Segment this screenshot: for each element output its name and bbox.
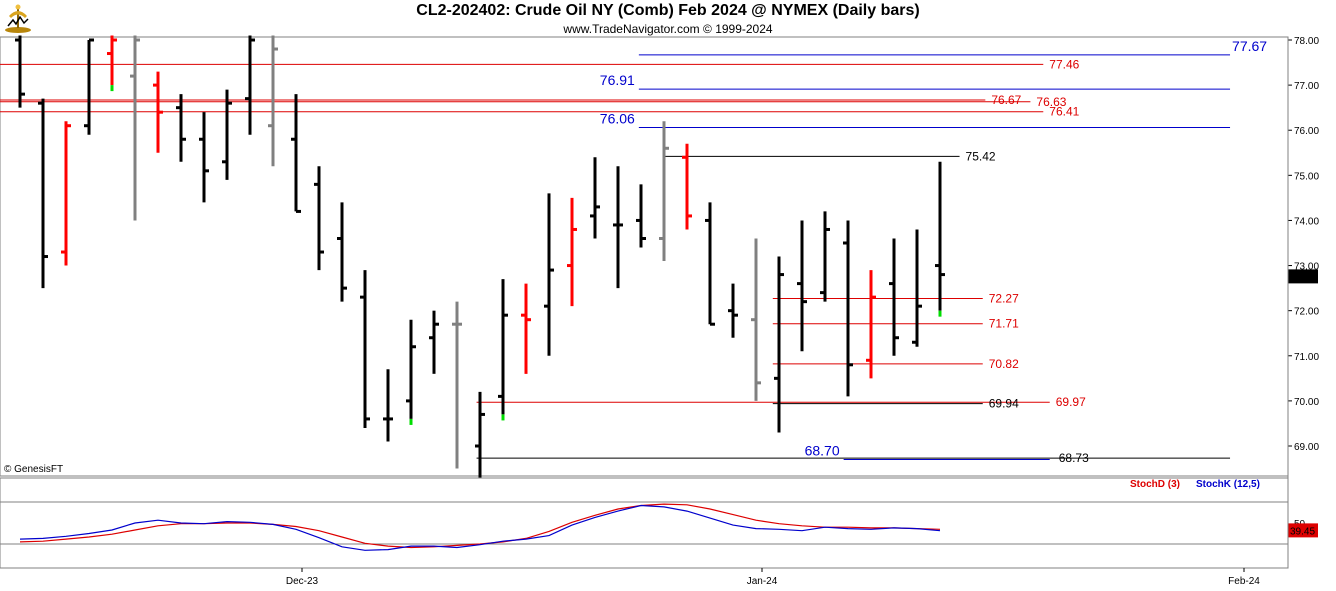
stochastic-panel: 50StochD (3)StochK (12,5)39.45 — [0, 477, 1318, 569]
ohlc-bar — [544, 193, 554, 356]
ohlc-bar — [751, 238, 761, 401]
level-label-76-41: 76.41 — [1049, 105, 1079, 119]
chart-header: CL2-202402: Crude Oil NY (Comb) Feb 2024… — [0, 0, 1336, 37]
ohlc-bar — [912, 229, 922, 347]
stoch-series-line — [19, 504, 941, 551]
level-label-75-42: 75.42 — [966, 149, 996, 163]
ohlc-bar — [866, 270, 876, 379]
ohlc-bar — [268, 35, 278, 167]
price-panel-frame — [0, 36, 1289, 477]
x-axis: Dec-23 Jan-24 Feb-24 — [286, 568, 1260, 587]
level-label-77-46: 77.46 — [1049, 57, 1079, 71]
level-label-77-67: 77.67 — [1232, 38, 1267, 54]
level-label-76-06: 76.06 — [600, 111, 635, 127]
level-label-71-71: 71.71 — [989, 317, 1019, 331]
ohlc-bar — [199, 112, 209, 203]
ohlc-bar — [406, 319, 416, 419]
ohlc-bar — [567, 197, 577, 307]
ohlc-bar — [820, 211, 830, 302]
last-price-badge — [1288, 269, 1318, 284]
y-tick-label: 70.00 — [1294, 397, 1319, 408]
ohlc-bar — [797, 220, 807, 352]
ohlc-bar — [705, 202, 715, 326]
ohlc-bar — [15, 35, 25, 108]
y-tick-label: 73.00 — [1294, 262, 1319, 273]
price-panel: 69.00 70.00 71.00 72.00 73.00 74.00 75.00 76.00… — [0, 35, 1319, 478]
ohlc-bar — [452, 301, 462, 469]
y-tick-label: 76.00 — [1294, 126, 1319, 137]
copyright-label: © GenesisFT — [4, 464, 63, 475]
ohlc-bar — [498, 279, 508, 415]
trade-navigator-logo-icon — [5, 4, 31, 33]
ohlc-bar — [245, 35, 255, 135]
last-price-label: 72.76 — [1290, 272, 1315, 283]
ohlc-bar — [153, 71, 163, 153]
y-tick-label: 78.00 — [1294, 36, 1319, 47]
ohlc-bar — [774, 256, 784, 433]
level-label-70-82: 70.82 — [989, 357, 1019, 371]
ohlc-bar — [176, 94, 186, 162]
ohlc-bar — [130, 35, 140, 221]
stoch-legend-label: StochK (12,5) — [1196, 479, 1260, 490]
chart-title: CL2-202402: Crude Oil NY (Comb) Feb 2024… — [416, 2, 920, 19]
ohlc-bar — [107, 35, 117, 86]
ohlc-bar — [222, 89, 232, 180]
ohlc-bar — [38, 98, 48, 289]
y-tick-label: 74.00 — [1294, 216, 1319, 227]
level-label-69-94: 69.94 — [989, 397, 1019, 411]
chart-subtitle: www.TradeNavigator.com © 1999-2024 — [563, 22, 773, 36]
stoch-last-badge — [1288, 523, 1318, 538]
x-tick-label: Feb-24 — [1228, 576, 1260, 587]
level-label-76-63: 76.63 — [1036, 95, 1066, 109]
ohlc-bar — [590, 157, 600, 239]
y-tick-label: 69.00 — [1294, 442, 1319, 453]
ohlc-bar — [429, 310, 439, 374]
level-label-68-73: 68.73 — [1059, 451, 1089, 465]
level-label-69-97: 69.97 — [1056, 395, 1086, 409]
ohlc-bar — [728, 283, 738, 338]
stoch-last-label: 39.45 — [1290, 526, 1315, 537]
y-tick-label: 75.00 — [1294, 171, 1319, 182]
level-label-68-70: 68.70 — [805, 443, 840, 459]
level-label-72-27: 72.27 — [989, 291, 1019, 305]
ohlc-bar — [682, 143, 692, 230]
ohlc-bar — [61, 121, 71, 266]
level-label-76-67: 76.67 — [991, 93, 1021, 107]
ohlc-bar — [613, 166, 623, 289]
ohlc-bar — [659, 121, 669, 262]
x-tick-label: Jan-24 — [747, 576, 778, 587]
ohlc-bar — [84, 38, 94, 135]
y-tick-label: 72.00 — [1294, 307, 1319, 318]
ohlc-bar — [521, 283, 531, 374]
ohlc-bar — [337, 202, 347, 302]
ohlc-bar — [636, 184, 646, 248]
x-tick-label: Dec-23 — [286, 576, 319, 587]
level-label-76-91: 76.91 — [600, 72, 635, 88]
y-tick-label: 71.00 — [1294, 352, 1319, 363]
stoch-series-line — [19, 503, 941, 549]
ohlc-bar — [889, 238, 899, 356]
ohlc-bar — [314, 166, 324, 271]
ohlc-bar — [935, 161, 945, 311]
ohlc-bar — [843, 220, 853, 397]
ohlc-bar — [475, 391, 485, 478]
y-tick-label: 77.00 — [1294, 81, 1319, 92]
ohlc-bar — [291, 94, 301, 213]
stoch-legend-label: StochD (3) — [1130, 479, 1180, 490]
ohlc-bar — [383, 369, 393, 442]
ohlc-bar — [360, 270, 370, 428]
